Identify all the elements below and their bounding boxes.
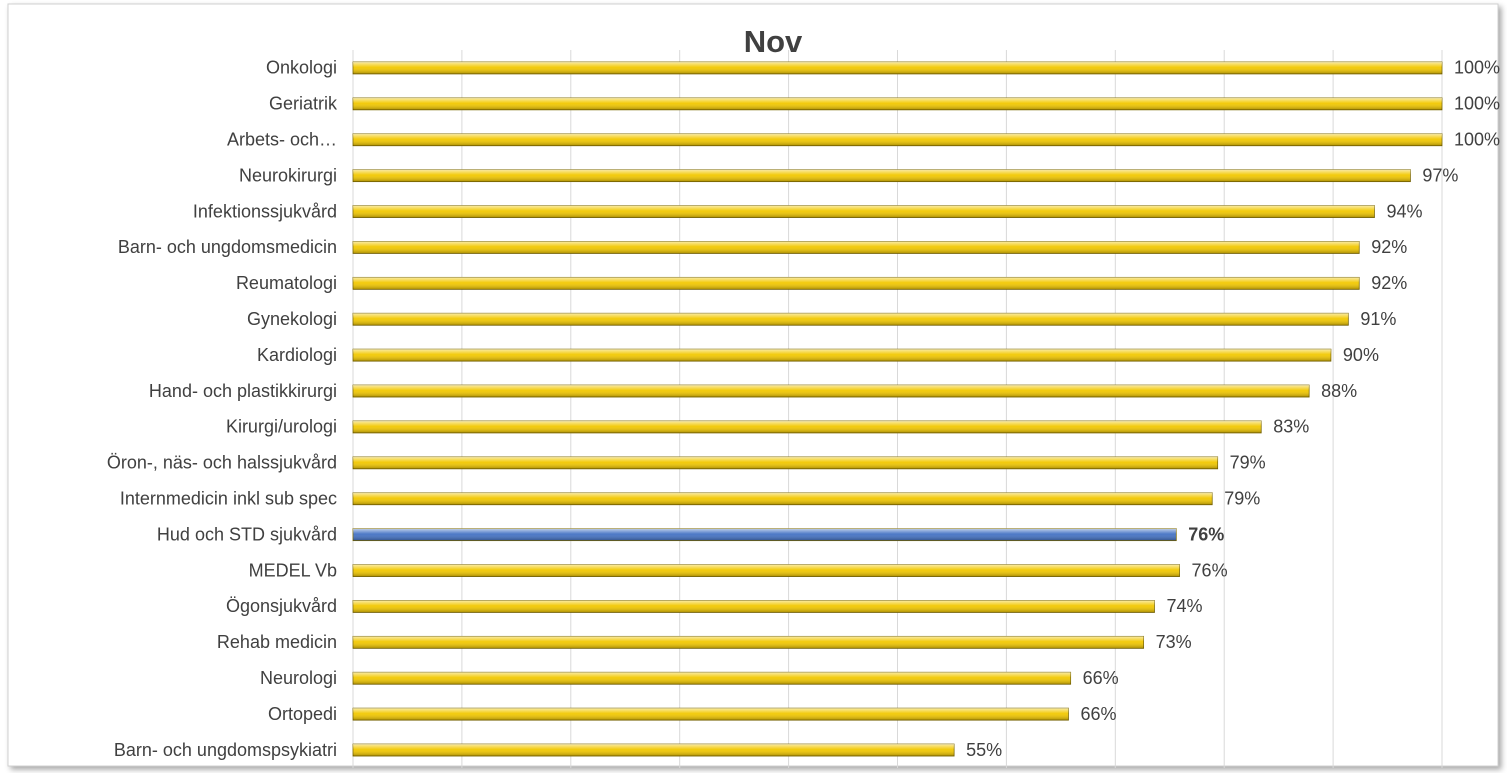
bar-shade [353, 385, 1310, 398]
value-label: 79% [1230, 453, 1266, 473]
value-label: 79% [1224, 489, 1260, 509]
bar-shade [353, 61, 1442, 74]
bar-shade [353, 492, 1213, 505]
category-label: Reumatologi [236, 273, 337, 293]
value-label: 66% [1083, 668, 1119, 688]
value-label: 100% [1454, 130, 1500, 150]
bar [352, 205, 1375, 218]
value-label: 74% [1167, 596, 1203, 616]
category-label: Ögonsjukvård [226, 596, 337, 616]
bar-shade [353, 708, 1069, 721]
category-label: Barn- och ungdomsmedicin [118, 237, 337, 257]
value-label: 88% [1321, 381, 1357, 401]
bar-shade [353, 97, 1442, 110]
bar [352, 743, 955, 757]
value-label: 83% [1273, 417, 1309, 437]
category-label: Geriatrik [269, 94, 338, 114]
bar [352, 420, 1262, 434]
bar [352, 492, 1213, 506]
bar-shade [353, 277, 1360, 290]
bar-shade [353, 672, 1071, 685]
bar-shade [353, 456, 1218, 469]
bar [352, 61, 1443, 75]
value-label: 55% [966, 740, 1002, 760]
category-label: Onkologi [266, 58, 337, 78]
bar [352, 241, 1360, 254]
category-label: Kirurgi/urologi [226, 417, 337, 437]
value-label: 76% [1188, 524, 1224, 544]
bar [352, 312, 1349, 326]
bar-shade [353, 241, 1360, 254]
category-label: Infektionssjukvård [193, 201, 337, 221]
value-label: 91% [1360, 309, 1396, 329]
chart-title: Nov [744, 24, 803, 59]
bar [352, 97, 1443, 111]
bar-shade [353, 528, 1177, 541]
value-label: 100% [1454, 58, 1500, 78]
value-label: 97% [1422, 165, 1458, 185]
bar-shade [353, 169, 1411, 182]
bar [352, 456, 1219, 470]
category-label: Arbets- och… [227, 130, 337, 150]
category-label: Gynekologi [247, 309, 337, 329]
bar [352, 635, 1145, 649]
bar-shade [353, 600, 1155, 613]
bar [352, 564, 1180, 577]
category-label: Barn- och ungdomspsykiatri [114, 740, 337, 760]
bar-shade [353, 744, 955, 757]
category-label: Neurokirurgi [239, 165, 337, 185]
category-label: Hud och STD sjukvård [157, 524, 337, 544]
bar-shade [353, 313, 1349, 326]
bar [352, 528, 1177, 542]
category-label: Neurologi [260, 668, 337, 688]
bar-shade [353, 205, 1375, 218]
bar [352, 133, 1443, 147]
value-label: 73% [1156, 632, 1192, 652]
category-label: Kardiologi [257, 345, 337, 365]
value-label: 100% [1454, 94, 1500, 114]
category-label: Ortopedi [268, 704, 337, 724]
value-label: 90% [1343, 345, 1379, 365]
value-label: 76% [1192, 560, 1228, 580]
value-label: 92% [1371, 237, 1407, 257]
value-label: 66% [1080, 704, 1116, 724]
category-label: Internmedicin inkl sub spec [120, 489, 337, 509]
bar-shade [353, 564, 1180, 577]
bar [352, 169, 1411, 183]
category-label: MEDEL Vb [249, 560, 337, 580]
bar-shade [353, 133, 1442, 146]
bar [352, 348, 1332, 362]
bar-shade [353, 349, 1331, 362]
category-label: Hand- och plastikkirurgi [149, 381, 337, 401]
bar [352, 276, 1360, 290]
bar [352, 671, 1072, 685]
bar-shade [353, 636, 1144, 649]
bar-shade [353, 420, 1262, 433]
value-label: 94% [1386, 201, 1422, 221]
category-label: Öron-, näs- och halssjukvård [107, 453, 337, 473]
category-label: Rehab medicin [217, 632, 337, 652]
bar [352, 384, 1310, 398]
bar [352, 707, 1069, 721]
value-label: 92% [1371, 273, 1407, 293]
bar [352, 600, 1155, 613]
